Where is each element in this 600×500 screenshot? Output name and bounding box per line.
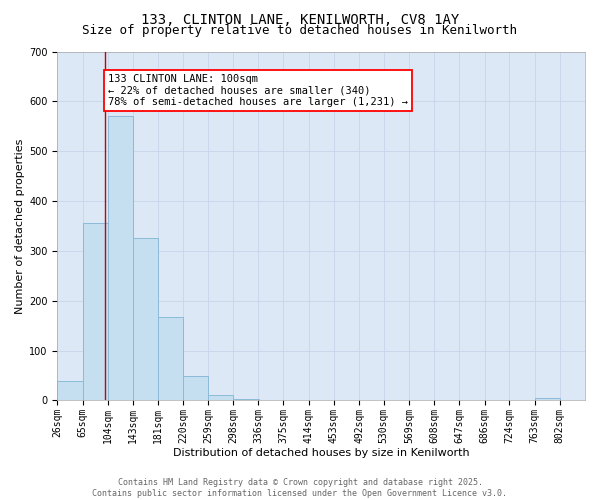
Text: Size of property relative to detached houses in Kenilworth: Size of property relative to detached ho… [83, 24, 517, 37]
Text: 133, CLINTON LANE, KENILWORTH, CV8 1AY: 133, CLINTON LANE, KENILWORTH, CV8 1AY [141, 12, 459, 26]
Bar [133, 238, 158, 400]
Bar [58, 380, 83, 400]
Text: 133 CLINTON LANE: 100sqm
← 22% of detached houses are smaller (340)
78% of semi-: 133 CLINTON LANE: 100sqm ← 22% of detach… [108, 74, 408, 107]
Bar [535, 398, 560, 400]
Y-axis label: Number of detached properties: Number of detached properties [15, 138, 25, 314]
Bar [183, 376, 208, 400]
X-axis label: Distribution of detached houses by size in Kenilworth: Distribution of detached houses by size … [173, 448, 470, 458]
Text: Contains HM Land Registry data © Crown copyright and database right 2025.
Contai: Contains HM Land Registry data © Crown c… [92, 478, 508, 498]
Bar [83, 224, 108, 400]
Bar [208, 396, 233, 400]
Bar [158, 316, 183, 400]
Bar [108, 116, 133, 401]
